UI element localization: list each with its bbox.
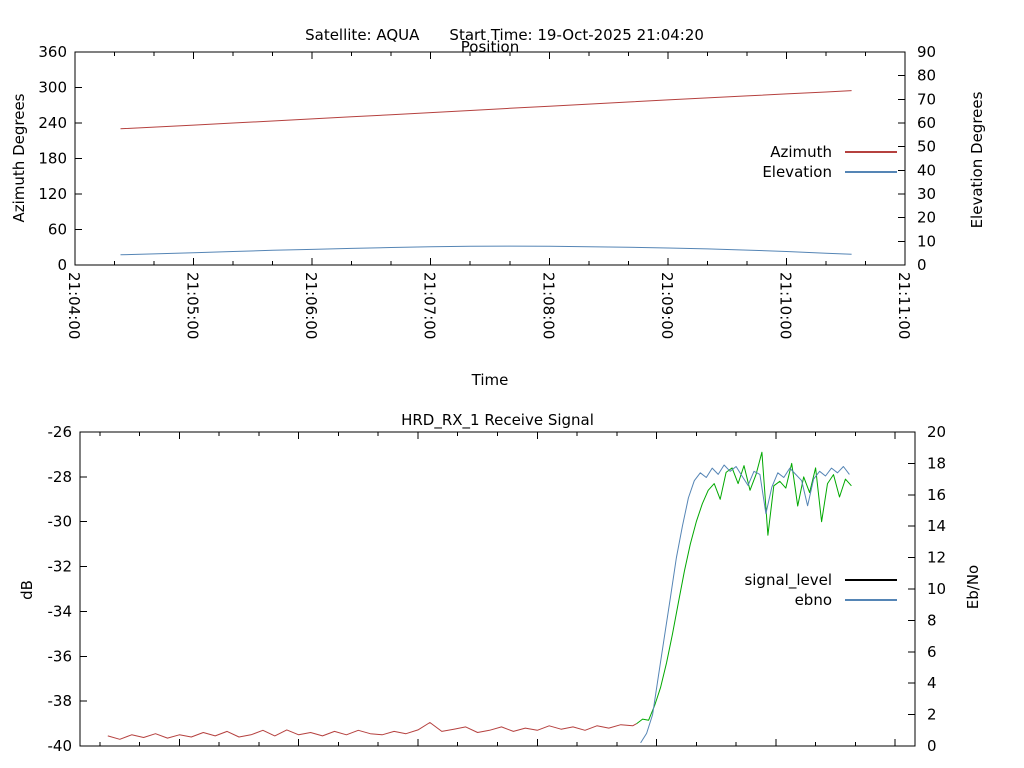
position-chart-title: Position xyxy=(460,38,520,56)
time-axis-label: Time xyxy=(471,371,509,389)
y-right-tick-label: 6 xyxy=(927,643,937,661)
y-right-tick-label: 90 xyxy=(917,43,936,61)
elevation-axis-label: Elevation Degrees xyxy=(968,91,986,229)
y-right-tick-label: 0 xyxy=(927,737,937,755)
y-right-tick-label: 20 xyxy=(917,209,936,227)
y-left-tick-label: -26 xyxy=(48,423,73,441)
y-left-tick-label: -38 xyxy=(48,692,73,710)
y-left-tick-label: 360 xyxy=(38,43,67,61)
y-right-tick-label: 50 xyxy=(917,138,936,156)
y-right-tick-label: 70 xyxy=(917,90,936,108)
y-right-tick-label: 20 xyxy=(927,423,946,441)
azimuth-series-line xyxy=(120,90,852,130)
y-left-tick-label: 0 xyxy=(57,256,67,274)
y-left-tick-label: -40 xyxy=(48,737,73,755)
elevation-series-line xyxy=(120,245,852,256)
y-right-tick-label: 4 xyxy=(927,674,937,692)
y-left-tick-label: 180 xyxy=(38,150,67,168)
y-left-tick-label: 300 xyxy=(38,79,67,97)
y-left-tick-label: -30 xyxy=(48,513,73,531)
main-title: Satellite: AQUA Start Time: 19-Oct-2025 2… xyxy=(0,8,990,62)
azimuth-axis-label: Azimuth Degrees xyxy=(10,93,28,223)
x-tick-label: 21:07:00 xyxy=(421,272,439,339)
x-tick-label: 21:04:00 xyxy=(65,272,83,339)
y-left-tick-label: -34 xyxy=(48,602,73,620)
y-right-tick-label: 30 xyxy=(917,185,936,203)
x-tick-label: 21:08:00 xyxy=(539,272,557,339)
y-right-tick-label: 10 xyxy=(927,580,946,598)
y-right-tick-label: 8 xyxy=(927,611,937,629)
legend-azimuth: Azimuth xyxy=(770,143,897,161)
start-time-label: Start Time: 19-Oct-2025 21:04:20 xyxy=(449,26,704,44)
x-tick-label: 21:11:00 xyxy=(895,272,913,339)
y-right-tick-label: 18 xyxy=(927,454,946,472)
legend-elevation: Elevation xyxy=(762,163,897,181)
y-right-tick-label: 16 xyxy=(927,486,946,504)
y-right-tick-label: 12 xyxy=(927,549,946,567)
signal-level-pre-lock-segment--series-line xyxy=(107,722,637,740)
y-right-tick-label: 60 xyxy=(917,114,936,132)
y-left-tick-label: 120 xyxy=(38,185,67,203)
signal-level-legend-line xyxy=(845,579,897,581)
y-right-tick-label: 2 xyxy=(927,706,937,724)
y-left-tick-label: -32 xyxy=(48,558,73,576)
y-right-tick-label: 80 xyxy=(917,67,936,85)
y-right-tick-label: 10 xyxy=(917,232,936,250)
legend-ebno: ebno xyxy=(794,591,897,609)
position-plot: 21:04:00 21:05:00 21:06:00 21:07:00 21:08:00… xyxy=(38,43,936,339)
x-tick-label: 21:06:00 xyxy=(302,272,320,339)
legend-signal-level-label: signal_level xyxy=(744,571,832,589)
legend-elevation-label: Elevation xyxy=(762,163,832,181)
legend-azimuth-label: Azimuth xyxy=(770,143,832,161)
ebno-axis-label: Eb/No xyxy=(964,564,982,610)
plot-border xyxy=(79,431,916,747)
x-tick-label: 21:09:00 xyxy=(658,272,676,339)
signal-level-locked-segment--series-line xyxy=(636,451,852,724)
y-left-tick-label: -36 xyxy=(48,647,73,665)
y-left-tick-label: -28 xyxy=(48,468,73,486)
legend-ebno-label: ebno xyxy=(794,591,832,609)
signal-plot: -40 -38 -36 -34 -32 -30 -28 -26 0 2 4 6 8 10 12 14 16 18 2… xyxy=(48,423,947,755)
legend-signal-level: signal_level xyxy=(744,571,897,589)
azimuth-legend-line xyxy=(845,151,897,153)
y-right-tick-label: 0 xyxy=(917,256,927,274)
ebno-series-line xyxy=(640,464,850,744)
y-left-tick-label: 240 xyxy=(38,114,67,132)
y-left-tick-label: 60 xyxy=(48,221,67,239)
x-tick-label: 21:10:00 xyxy=(776,272,794,339)
x-tick-label: 21:05:00 xyxy=(184,272,202,339)
signal-chart-title: HRD_RX_1 Receive Signal xyxy=(401,411,594,429)
y-right-tick-label: 40 xyxy=(917,161,936,179)
db-axis-label: dB xyxy=(18,580,36,600)
y-right-tick-label: 14 xyxy=(927,517,946,535)
ebno-legend-line xyxy=(845,599,897,601)
elevation-legend-line xyxy=(845,171,897,173)
satellite-label: Satellite: AQUA xyxy=(305,26,420,44)
